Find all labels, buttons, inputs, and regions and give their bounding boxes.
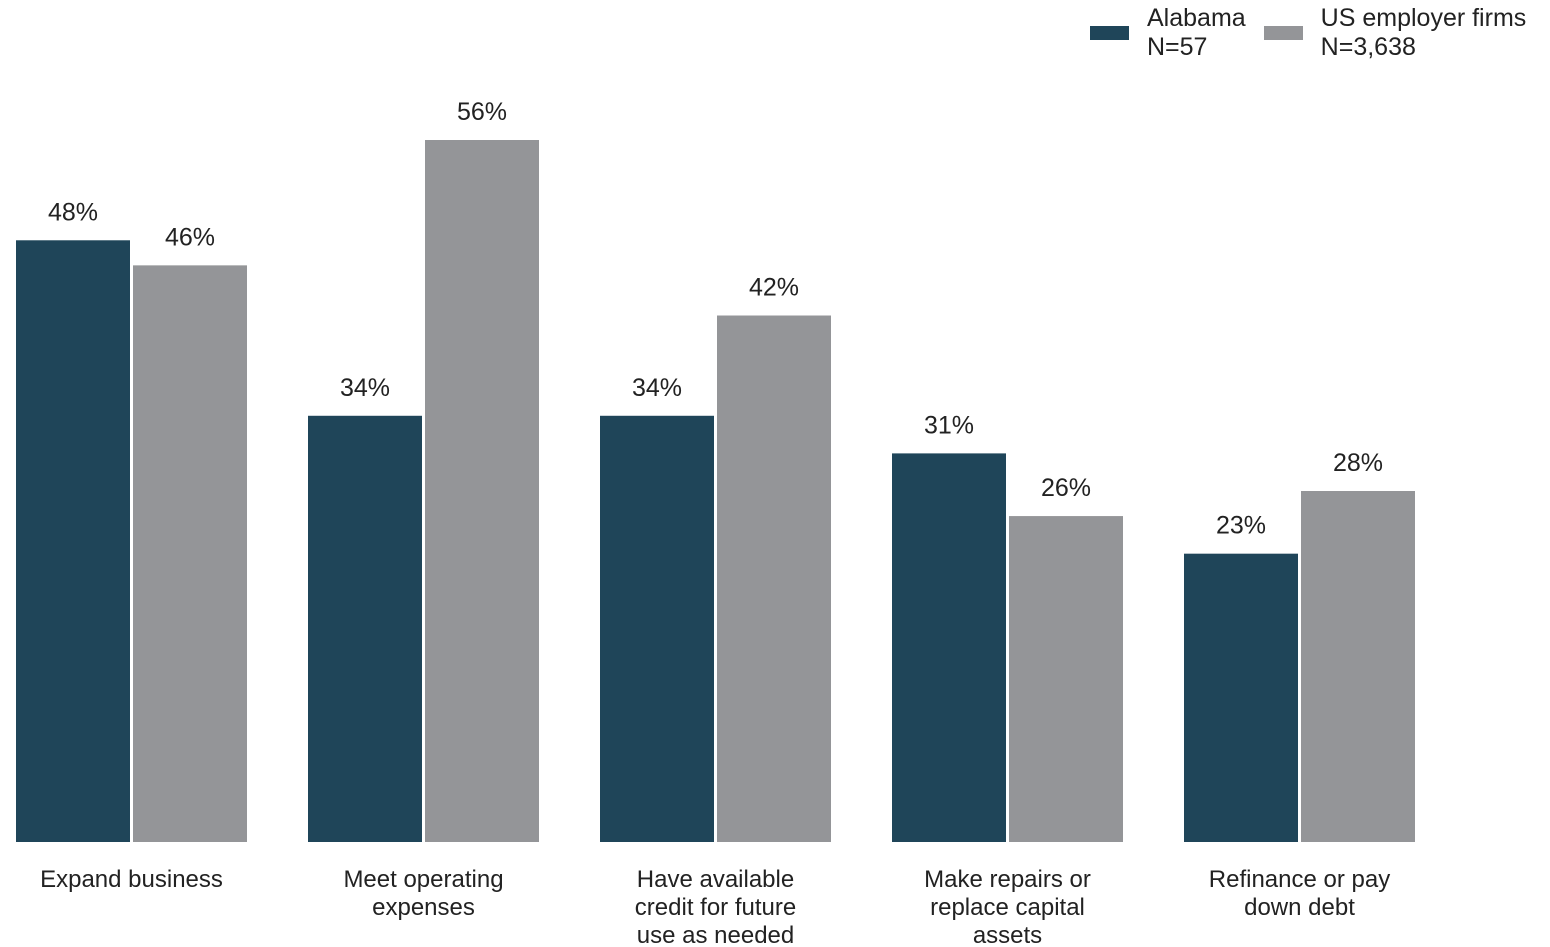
value-label-alabama-0: 48% <box>48 198 98 226</box>
legend-item-us: US employer firms N=3,638 <box>1263 4 1527 62</box>
legend-label-alabama: Alabama <box>1147 4 1246 32</box>
bar-alabama-3 <box>892 453 1006 842</box>
value-label-us-1: 56% <box>457 98 507 126</box>
bar-us-1 <box>425 140 539 842</box>
legend-swatch-us <box>1263 26 1303 40</box>
value-label-us-2: 42% <box>749 274 799 302</box>
value-label-alabama-1: 34% <box>340 374 390 402</box>
category-label-3: Make repairs or replace capital assets <box>924 866 1091 947</box>
bar-us-3 <box>1009 516 1123 842</box>
category-label-4: Refinance or pay down debt <box>1209 866 1390 921</box>
bar-alabama-2 <box>600 415 714 842</box>
value-label-us-0: 46% <box>165 223 215 251</box>
bar-us-2 <box>717 315 831 842</box>
value-label-alabama-3: 31% <box>924 411 974 439</box>
bar-us-4 <box>1301 491 1415 842</box>
legend-label-us: US employer firms <box>1320 4 1527 32</box>
value-label-alabama-4: 23% <box>1216 512 1266 540</box>
category-label-2: Have available credit for future use as ne… <box>635 866 796 947</box>
bar-us-0 <box>133 265 247 842</box>
legend-item-alabama: Alabama N=57 <box>1090 4 1246 62</box>
category-label-1: Meet operating expenses <box>343 866 503 921</box>
value-label-us-3: 26% <box>1041 474 1091 502</box>
bar-alabama-0 <box>16 240 130 843</box>
legend-swatch-alabama <box>1090 26 1129 40</box>
bar-alabama-4 <box>1184 553 1298 842</box>
bar-alabama-1 <box>308 415 422 842</box>
legend-n-us: N=3,638 <box>1320 33 1416 61</box>
value-label-us-4: 28% <box>1333 449 1383 477</box>
value-label-alabama-2: 34% <box>632 374 682 402</box>
legend-n-alabama: N=57 <box>1147 33 1208 61</box>
legend: Alabama N=57 US employer firms N=3,638 <box>1090 4 1526 62</box>
category-label-0: Expand business <box>40 866 223 893</box>
